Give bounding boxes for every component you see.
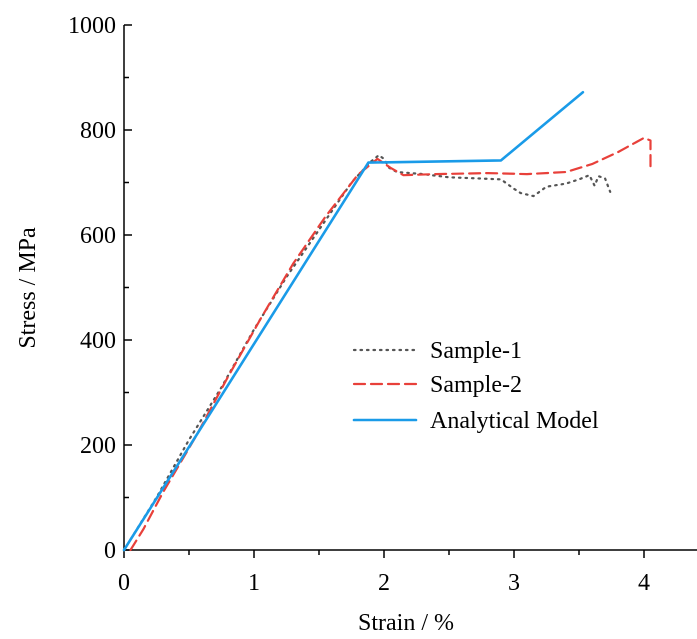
x-tick-label: 3 xyxy=(508,570,520,596)
y-tick-label: 1000 xyxy=(68,13,116,39)
legend-label: Sample-2 xyxy=(430,372,522,398)
series-line-sample-2 xyxy=(129,136,652,552)
legend-label: Analytical Model xyxy=(430,408,599,434)
legend-label: Sample-1 xyxy=(430,338,522,364)
series-layer xyxy=(122,90,652,552)
y-tick-label: 0 xyxy=(104,538,116,564)
series-line-sample-1 xyxy=(122,154,612,552)
legend: Sample-1 Sample-2 Analytical Model xyxy=(352,338,599,434)
y-tick-label: 800 xyxy=(80,118,116,144)
y-tick-label: 600 xyxy=(80,223,116,249)
axes: 0 1 2 3 4 0 200 400 600 800 1000 xyxy=(68,13,697,596)
x-tick-label: 4 xyxy=(638,570,650,596)
x-axis-title: Strain / % xyxy=(358,610,454,636)
y-tick-label: 200 xyxy=(80,433,116,459)
x-tick-label: 2 xyxy=(378,570,390,596)
y-axis-title: Stress / MPa xyxy=(15,227,41,349)
x-tick-label: 0 xyxy=(118,570,130,596)
y-tick-label: 400 xyxy=(80,328,116,354)
x-tick-label: 1 xyxy=(248,570,260,596)
series-line-analytical-model xyxy=(122,90,585,552)
